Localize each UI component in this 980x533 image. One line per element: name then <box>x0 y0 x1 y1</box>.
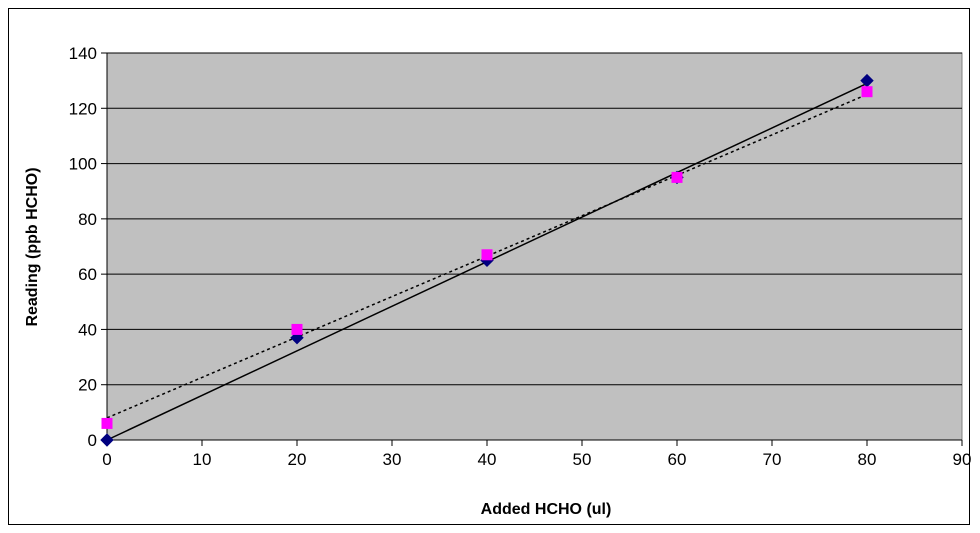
markers <box>100 73 874 447</box>
x-axis-title: Added HCHO (ul) <box>481 501 612 518</box>
y-tick-label: 80 <box>78 210 97 229</box>
y-tick-label: 40 <box>78 320 97 339</box>
data-point-diamond <box>100 433 114 447</box>
data-point-square <box>101 417 113 429</box>
y-tick-label: 0 <box>88 431 97 450</box>
x-tick-label: 80 <box>858 450 877 469</box>
data-point-square <box>861 86 873 98</box>
x-tick-label: 0 <box>102 450 111 469</box>
x-tick-label: 60 <box>668 450 687 469</box>
y-tick-label: 120 <box>69 99 97 118</box>
x-tick-label: 30 <box>383 450 402 469</box>
y-tick-label: 60 <box>78 265 97 284</box>
data-point-square <box>481 249 493 261</box>
plot-background <box>106 52 963 441</box>
x-tick-label: 70 <box>763 450 782 469</box>
plot-area <box>106 52 963 441</box>
x-tick-label: 40 <box>478 450 497 469</box>
data-point-square <box>291 323 303 335</box>
axes <box>101 52 963 446</box>
y-axis-title: Reading (ppb HCHO) <box>24 167 41 326</box>
x-tick-label: 10 <box>193 450 212 469</box>
chart: 0 20 40 60 80 100 120 140 0 10 20 30 40 50 60 70 80 90 Ad… <box>24 44 971 518</box>
chart-frame: 0 20 40 60 80 100 120 140 0 10 20 30 40 50 60 70 80 90 Ad… <box>8 8 971 525</box>
y-tick-label: 20 <box>78 376 97 395</box>
x-tick-label: 90 <box>953 450 971 469</box>
y-tick-label: 140 <box>69 44 97 63</box>
tick-labels: 0 20 40 60 80 100 120 140 0 10 20 30 40 50 60 70 80 90 <box>69 44 971 469</box>
y-tick-label: 100 <box>69 155 97 174</box>
x-tick-label: 20 <box>288 450 307 469</box>
data-point-square <box>671 171 683 183</box>
x-tick-label: 50 <box>573 450 592 469</box>
gridlines <box>107 52 962 386</box>
